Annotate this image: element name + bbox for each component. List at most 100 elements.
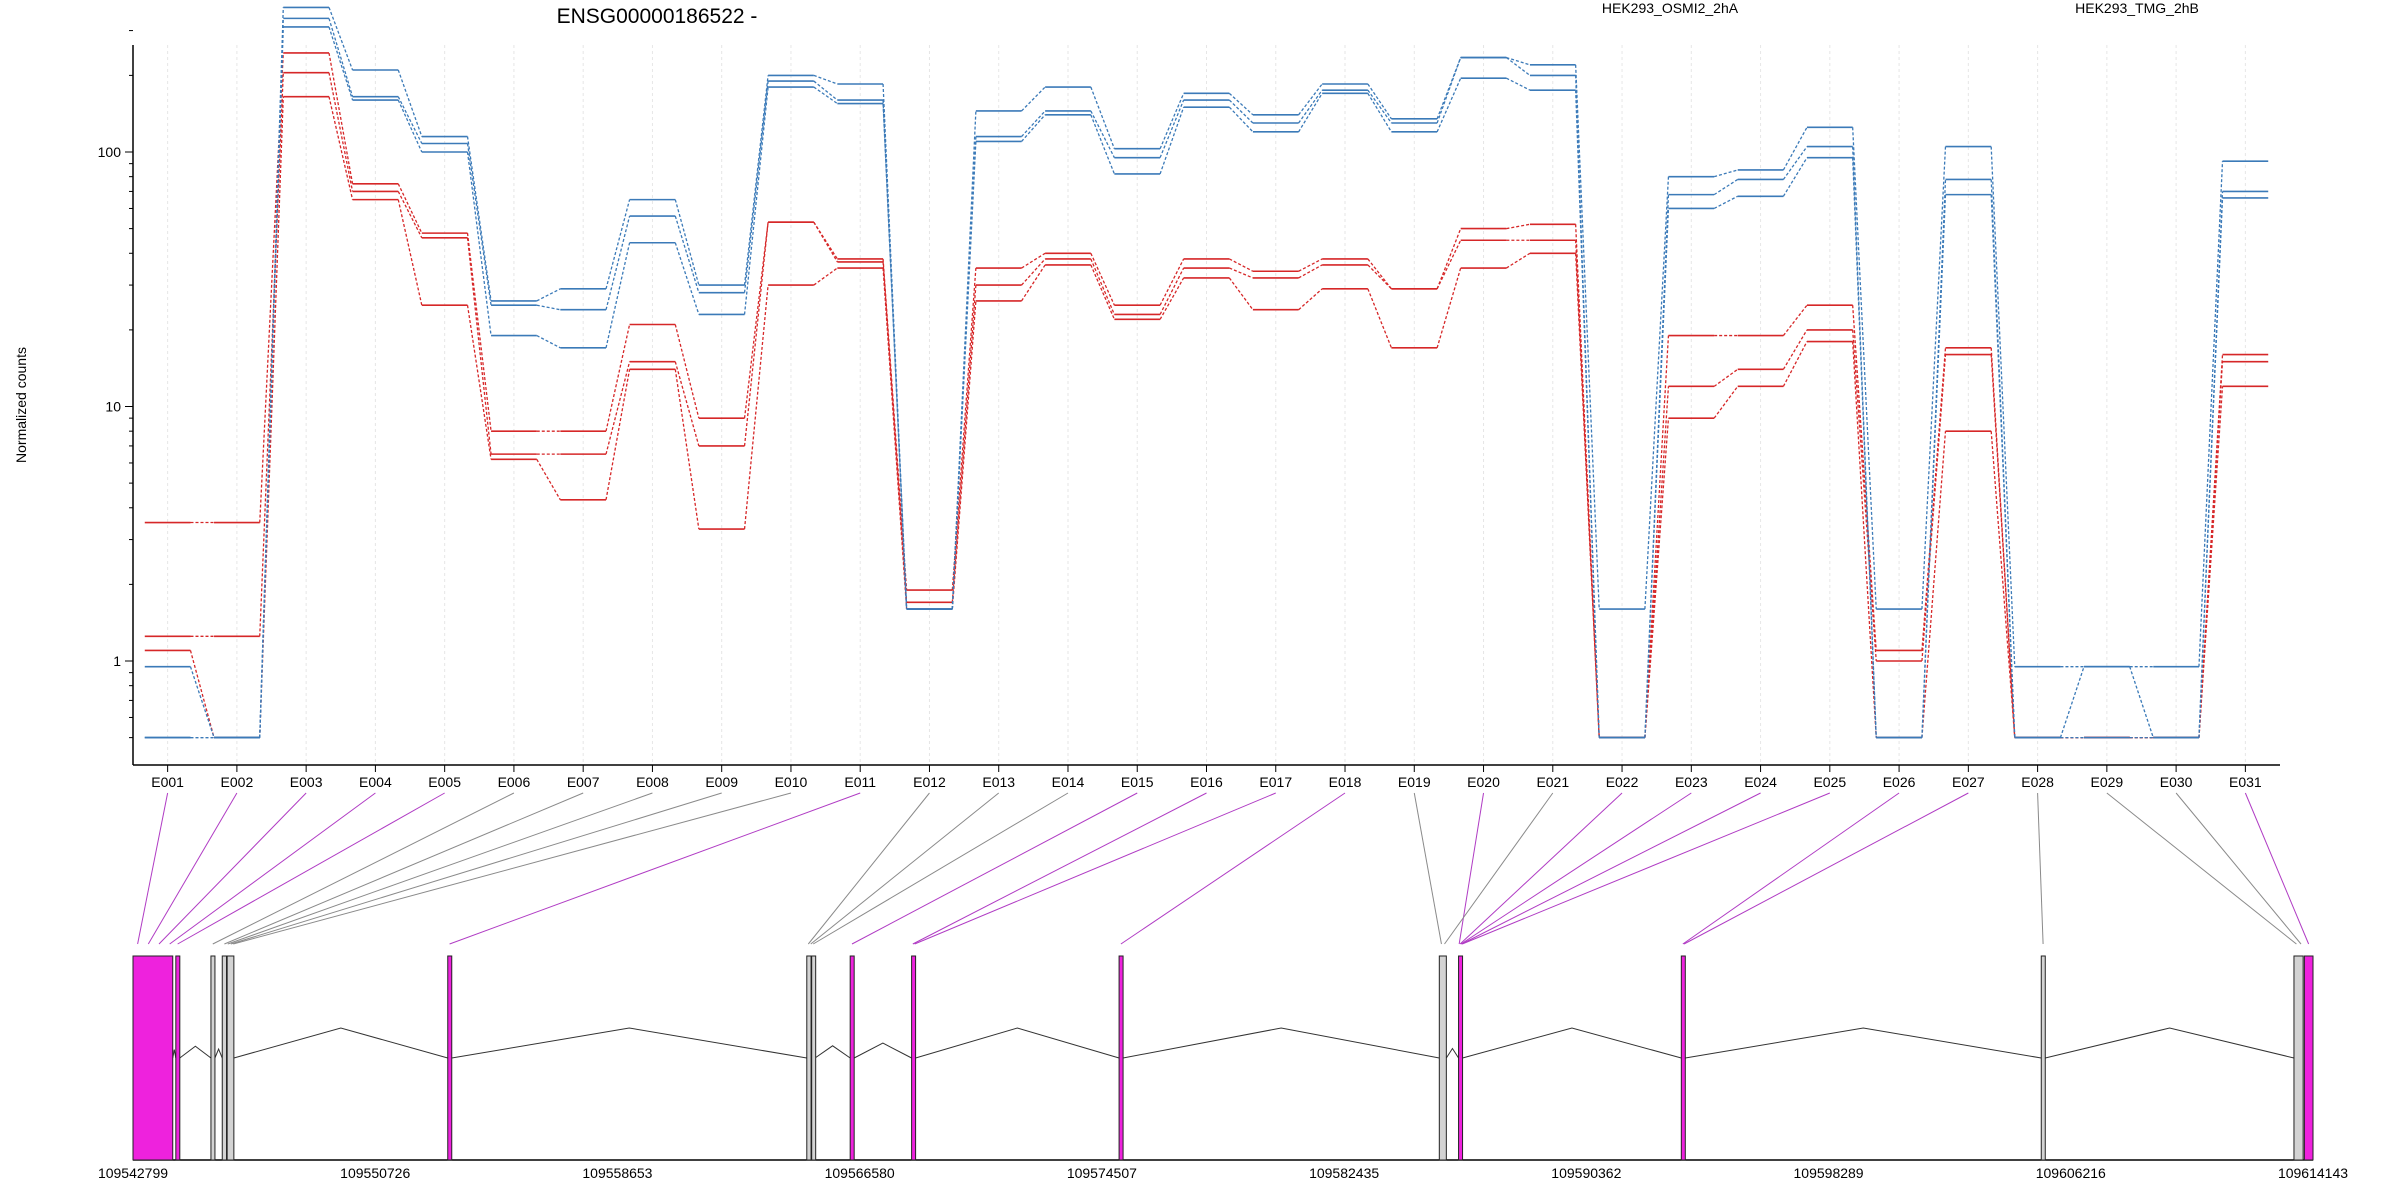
connector-segment	[1090, 114, 1115, 175]
x-tick-label-e016: E016	[1190, 774, 1223, 790]
grid-layer	[167, 45, 2246, 765]
exon-link-e012	[807, 792, 930, 945]
connector-segment	[743, 75, 769, 286]
exon-link-e025	[1462, 792, 1831, 945]
y-tick-label: 100	[98, 144, 122, 160]
intron-line	[1122, 1027, 1440, 1059]
connector-segment	[1228, 277, 1254, 311]
x-tick-label-e021: E021	[1536, 774, 1569, 790]
connector-segment	[397, 99, 423, 153]
exon-link-e009	[230, 792, 722, 945]
legend-entry-tmg: HEK293_TMG_2hB	[2075, 0, 2199, 16]
x-tick-label-e023: E023	[1675, 774, 1708, 790]
connector-segment	[1021, 252, 1046, 269]
connector-segment	[1159, 93, 1185, 149]
exon-link-e026	[1682, 792, 1900, 945]
exon-link-e017	[914, 792, 1276, 945]
gene-model-layer: 109542799 109550726 109558653 109566580 1095…	[98, 955, 2348, 1181]
exon-block	[447, 955, 453, 1161]
x-tick-label-e024: E024	[1744, 774, 1777, 790]
connector-segment	[951, 285, 977, 603]
exon-link-e007	[224, 792, 584, 945]
connector-segment	[1644, 386, 1670, 738]
intron-line	[233, 1027, 448, 1059]
connector-segment	[605, 369, 631, 500]
connector-segment	[813, 74, 838, 85]
connector-segment	[1644, 176, 1670, 610]
x-tick-label-e018: E018	[1329, 774, 1362, 790]
connector-segment	[2059, 666, 2085, 738]
intron-line	[2045, 1027, 2295, 1059]
exon-block	[1458, 955, 1464, 1161]
x-tick-label-e006: E006	[498, 774, 531, 790]
connector-segment	[328, 26, 354, 101]
connector-segment	[466, 136, 492, 301]
exon-block	[226, 955, 235, 1161]
intron-line	[853, 1042, 912, 1059]
x-tick-label-e003: E003	[290, 774, 323, 790]
exon-link-e014	[812, 792, 1069, 945]
connector-segment	[951, 141, 977, 610]
connector-segment	[605, 361, 631, 455]
connector-segment	[1298, 264, 1323, 279]
x-tick-label-e027: E027	[1952, 774, 1985, 790]
series-tmg-5	[144, 26, 2269, 739]
connector-segment	[605, 242, 631, 348]
connector-segment	[259, 52, 284, 523]
exon-link-e013	[810, 792, 1000, 945]
x-tick-label-e005: E005	[428, 774, 461, 790]
exon-link-e020	[1458, 792, 1485, 945]
coordinate-label: 109606216	[2036, 1165, 2106, 1181]
connector-segment	[1436, 267, 1462, 349]
x-tick-label-e013: E013	[982, 774, 1015, 790]
series-layer	[144, 6, 2269, 739]
connector-segment	[259, 72, 284, 637]
connector-segment	[1229, 258, 1254, 272]
connector-segment	[1782, 146, 1808, 180]
x-tick-label-e012: E012	[913, 774, 946, 790]
connector-segment	[1090, 110, 1115, 158]
exon-link-e021	[1444, 792, 1554, 945]
connector-segment	[1921, 347, 1947, 651]
connector-segment	[466, 237, 492, 455]
connector-segment	[1090, 86, 1115, 149]
connector-segment	[674, 242, 700, 315]
connector-segment	[397, 183, 423, 234]
connector-segment	[536, 459, 561, 501]
exon-link-e018	[1120, 792, 1346, 945]
connector-segment	[1713, 385, 1739, 419]
exon-link-e031	[2244, 792, 2310, 945]
connector-segment	[1574, 90, 1600, 738]
exon-block	[911, 955, 917, 1161]
connector-segment	[1228, 99, 1254, 124]
intron-line	[1685, 1027, 2042, 1059]
exon-block	[1438, 955, 1447, 1161]
connector-segment	[1852, 127, 1877, 610]
connector-segment	[813, 80, 838, 101]
connector-segment	[1298, 258, 1323, 272]
chart-title: ENSG00000186522 -	[557, 5, 758, 28]
exon-block	[2303, 955, 2314, 1161]
connector-segment	[882, 103, 908, 610]
connector-segment	[2129, 666, 2154, 738]
intron-line	[1462, 1027, 1682, 1059]
coordinate-label: 109590362	[1551, 1165, 1621, 1181]
exon-link-layer	[137, 792, 2310, 945]
connector-segment	[1298, 93, 1323, 133]
connector-segment	[813, 267, 838, 286]
series-osmi2-2	[144, 95, 2269, 739]
exon-link-e008	[227, 792, 653, 945]
connector-segment	[1782, 127, 1808, 171]
exon-block	[2293, 955, 2304, 1161]
connector-segment	[1090, 258, 1115, 315]
intron-line	[814, 1045, 851, 1059]
connector-segment	[1921, 354, 1947, 662]
x-tick-label-e001: E001	[151, 774, 184, 790]
connector-segment	[1713, 368, 1739, 387]
connector-segment	[1990, 347, 2016, 738]
connector-segment	[1367, 89, 1392, 124]
connector-segment	[743, 285, 769, 530]
connector-segment	[1990, 354, 2016, 738]
exon-block	[2040, 955, 2046, 1161]
